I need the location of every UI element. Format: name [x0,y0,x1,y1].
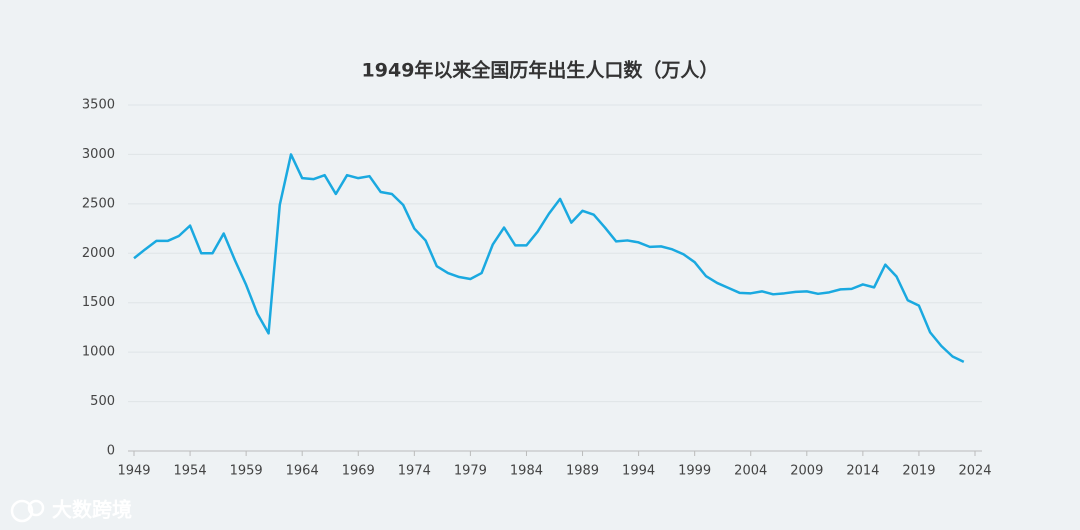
x-tick-label: 1994 [622,464,655,479]
y-tick-label: 2000 [82,246,115,261]
y-tick-label: 1500 [82,295,115,310]
x-tick-label: 1969 [342,464,375,479]
watermark-logo [10,499,45,523]
x-tick-label: 1974 [398,464,431,479]
y-tick-label: 1000 [82,345,115,360]
x-tick-label: 2024 [958,464,991,479]
x-tick-label: 1964 [286,464,319,479]
data-line [133,153,965,363]
y-tick-label: 500 [90,394,115,409]
x-tick-label: 1959 [230,464,263,479]
x-tick-label: 2014 [846,464,879,479]
y-tick-label: 0 [107,444,115,459]
x-tick-label: 2009 [790,464,823,479]
x-tick-label: 1949 [117,464,150,479]
x-tick-label: 1979 [454,464,487,479]
y-tick-label: 3500 [82,98,115,113]
x-tick-label: 1989 [566,464,599,479]
x-tick-label: 2019 [902,464,935,479]
x-tick-label: 1954 [174,464,207,479]
chart-title: 1949年以来全国历年出生人口数（万人） [362,59,719,82]
watermark: 大数跨境 [52,498,132,522]
y-tick-label: 2500 [82,196,115,211]
y-tick-label: 3000 [82,147,115,162]
x-tick-label: 2004 [734,464,767,479]
x-tick-label: 1999 [678,464,711,479]
x-tick-label: 1984 [510,464,543,479]
